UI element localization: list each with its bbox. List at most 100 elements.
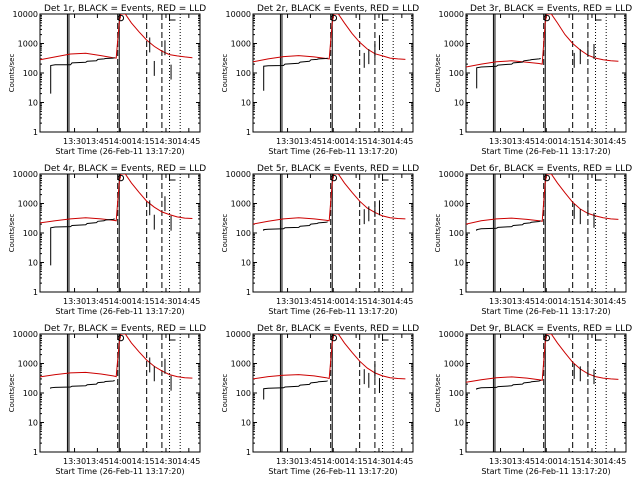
y-tick-label: 10 xyxy=(28,419,38,428)
x-tick-label: 13:45 xyxy=(86,457,109,466)
y-tick-label: 10 xyxy=(241,419,251,428)
lld-series-line xyxy=(466,334,619,383)
lld-series-line xyxy=(253,14,406,63)
y-axis-label: Counts/sec xyxy=(221,54,229,93)
y-tick-label: 1 xyxy=(459,128,464,137)
y-tick-label: 10000 xyxy=(226,330,251,339)
x-tick-label: 13:30 xyxy=(489,457,512,466)
panel-9: Det 9r, BLACK = Events, RED = LLD 1 10 100 1… xyxy=(434,324,632,476)
x-tick-label: 14:45 xyxy=(177,297,200,306)
x-tick-label: 14:00 xyxy=(109,457,132,466)
panel-8: Det 8r, BLACK = Events, RED = LLD 1 10 100 1… xyxy=(221,324,419,476)
x-axis-label: Start Time (26-Feb-11 13:17:20) xyxy=(268,307,397,316)
y-tick-label: 10 xyxy=(241,99,251,108)
y-tick-label: 100 xyxy=(449,389,464,398)
y-axis-label: Counts/sec xyxy=(8,214,16,253)
x-tick-label: 14:45 xyxy=(603,297,626,306)
lld-series-line xyxy=(466,14,619,68)
x-tick-label: 13:45 xyxy=(299,457,322,466)
y-tick-label: 10000 xyxy=(13,10,38,19)
y-tick-label: 100 xyxy=(236,229,251,238)
y-tick-label: 10000 xyxy=(226,170,251,179)
events-series-line xyxy=(50,380,115,389)
y-tick-label: 1000 xyxy=(18,200,38,209)
plot-area xyxy=(466,174,619,292)
lld-series-line xyxy=(466,174,619,225)
y-tick-label: 10000 xyxy=(226,10,251,19)
panel-3: Det 3r, BLACK = Events, RED = LLD 1 10 100 1… xyxy=(434,4,632,156)
x-tick-label: 14:15 xyxy=(132,137,155,146)
y-tick-label: 10000 xyxy=(439,10,464,19)
events-series-line xyxy=(50,218,115,266)
y-tick-label: 1000 xyxy=(444,200,464,209)
circle-marker xyxy=(117,334,125,342)
bracket-marker xyxy=(169,174,176,181)
bracket-marker xyxy=(169,14,176,21)
panel-title: Det 9r, BLACK = Events, RED = LLD xyxy=(470,324,632,334)
y-tick-label: 10 xyxy=(241,259,251,268)
y-tick-label: 1 xyxy=(33,288,38,297)
panel-title: Det 1r, BLACK = Events, RED = LLD xyxy=(44,4,206,14)
events-series-line xyxy=(50,57,115,94)
plot-area xyxy=(253,14,406,132)
x-tick-label: 14:30 xyxy=(580,297,603,306)
y-tick-label: 1000 xyxy=(18,360,38,369)
x-axis-label: Start Time (26-Feb-11 13:17:20) xyxy=(481,307,610,316)
y-axis-label: Counts/sec xyxy=(434,54,442,93)
x-tick-label: 14:45 xyxy=(390,457,413,466)
x-tick-label: 13:30 xyxy=(489,297,512,306)
lld-series-line xyxy=(253,334,406,380)
x-tick-label: 14:45 xyxy=(603,457,626,466)
events-series-line xyxy=(476,58,541,89)
plot-frame xyxy=(465,13,627,133)
circle-marker xyxy=(330,334,338,342)
x-axis-label: Start Time (26-Feb-11 13:17:20) xyxy=(268,467,397,476)
y-tick-label: 1 xyxy=(33,128,38,137)
y-tick-label: 100 xyxy=(236,69,251,78)
plot-frame xyxy=(252,333,414,453)
plot-frame xyxy=(39,333,201,453)
y-tick-label: 1 xyxy=(246,288,251,297)
x-tick-label: 14:00 xyxy=(322,297,345,306)
plot-frame xyxy=(465,173,627,293)
lld-series-line xyxy=(40,174,193,224)
panel-title: Det 6r, BLACK = Events, RED = LLD xyxy=(470,164,632,174)
plot-area xyxy=(466,14,619,132)
y-tick-label: 100 xyxy=(23,389,38,398)
x-axis-label: Start Time (26-Feb-11 13:17:20) xyxy=(55,147,184,156)
x-tick-label: 13:30 xyxy=(63,297,86,306)
x-tick-label: 13:45 xyxy=(86,297,109,306)
panel-title: Det 7r, BLACK = Events, RED = LLD xyxy=(44,324,206,334)
circle-marker xyxy=(543,14,551,22)
y-axis-label: Counts/sec xyxy=(221,214,229,253)
panel-title: Det 2r, BLACK = Events, RED = LLD xyxy=(257,4,419,14)
x-tick-label: 13:45 xyxy=(512,297,535,306)
x-tick-label: 14:15 xyxy=(558,137,581,146)
y-tick-label: 1 xyxy=(459,288,464,297)
plot-area xyxy=(253,174,406,292)
x-axis-label: Start Time (26-Feb-11 13:17:20) xyxy=(55,307,184,316)
y-axis-label: Counts/sec xyxy=(8,374,16,413)
x-tick-label: 14:30 xyxy=(580,137,603,146)
x-tick-label: 14:00 xyxy=(109,297,132,306)
panel-title: Det 3r, BLACK = Events, RED = LLD xyxy=(470,4,632,14)
events-series-line xyxy=(263,380,328,400)
panel-7: Det 7r, BLACK = Events, RED = LLD 1 10 100 1… xyxy=(8,324,206,476)
x-tick-label: 14:00 xyxy=(535,457,558,466)
x-tick-label: 14:30 xyxy=(367,457,390,466)
x-tick-label: 13:45 xyxy=(512,457,535,466)
panel-5: Det 5r, BLACK = Events, RED = LLD 1 10 100 1… xyxy=(221,164,419,316)
plot-frame xyxy=(252,173,414,293)
x-tick-label: 14:15 xyxy=(345,297,368,306)
x-tick-label: 14:00 xyxy=(109,137,132,146)
x-tick-label: 14:00 xyxy=(535,137,558,146)
bracket-marker xyxy=(382,14,389,21)
y-tick-label: 1000 xyxy=(231,360,251,369)
y-tick-label: 10 xyxy=(28,99,38,108)
x-tick-label: 14:15 xyxy=(345,457,368,466)
circle-marker xyxy=(117,174,125,182)
plot-frame xyxy=(252,13,414,133)
y-tick-label: 1 xyxy=(459,448,464,457)
y-tick-label: 10000 xyxy=(13,330,38,339)
x-tick-label: 13:30 xyxy=(63,137,86,146)
